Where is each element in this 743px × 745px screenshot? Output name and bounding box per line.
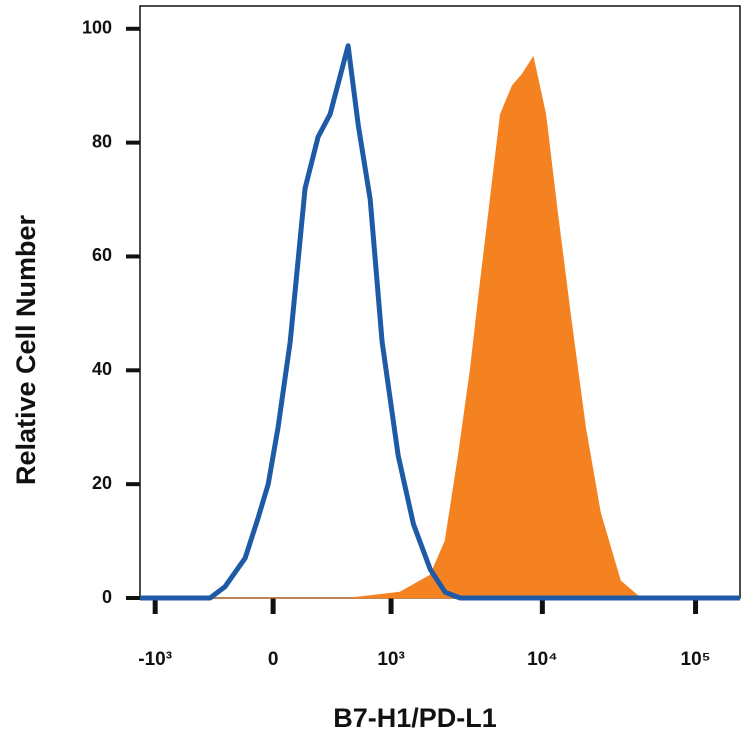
y-tick-label: 40 xyxy=(92,359,112,379)
y-axis-title: Relative Cell Number xyxy=(11,214,41,485)
y-tick-label: 60 xyxy=(92,245,112,265)
y-tick-label: 20 xyxy=(92,473,112,493)
x-tick-label: 10⁵ xyxy=(681,649,711,670)
y-tick-label: 80 xyxy=(92,131,112,151)
x-tick-label: 10⁴ xyxy=(527,649,558,670)
histogram-line xyxy=(140,43,740,601)
y-tick-label: 100 xyxy=(82,18,112,38)
x-tick-label: 10³ xyxy=(377,649,404,670)
y-tick-label: 0 xyxy=(102,587,112,607)
plot-frame xyxy=(139,5,741,599)
x-tick-label: -10³ xyxy=(138,649,172,670)
x-axis-title: B7-H1/PD-L1 xyxy=(333,703,497,733)
histogram-area xyxy=(140,55,740,599)
x-tick-label: 0 xyxy=(268,649,279,670)
